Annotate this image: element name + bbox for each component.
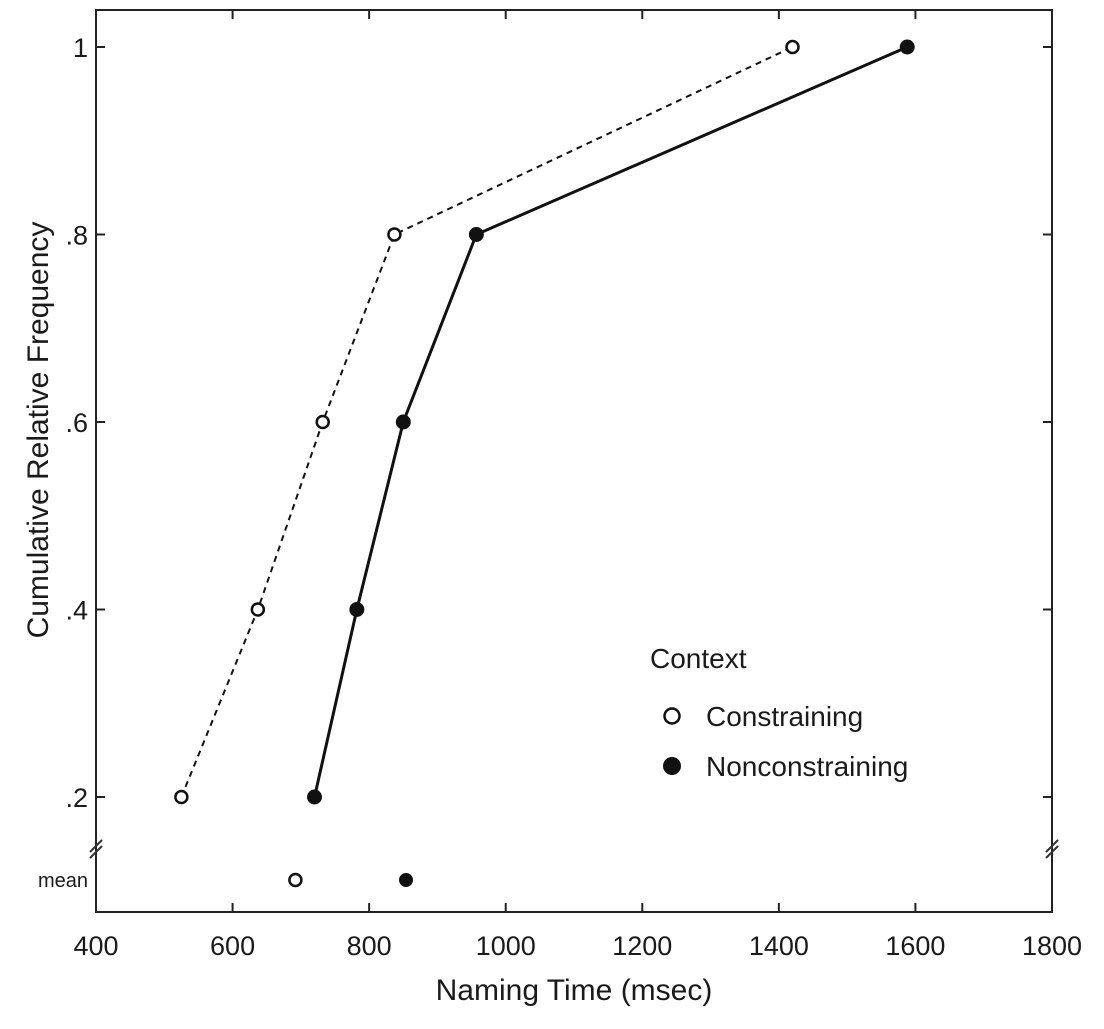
y-tick-label: 1	[73, 33, 88, 63]
mean-point-constraining	[288, 872, 303, 888]
x-tick-label: 1200	[612, 931, 672, 961]
data-point-constraining	[387, 227, 402, 242]
y-tick-label: .2	[65, 783, 88, 813]
axis-break-mark	[89, 839, 103, 853]
data-point-constraining	[250, 602, 266, 617]
data-point-nonconstraining	[468, 227, 484, 242]
data-point-nonconstraining	[349, 602, 365, 617]
axis-ticks: 400 600 800 1000 1200 1400 1600 1800 .2 .4 .6 .8 1	[65, 10, 1082, 961]
axis-break-mark	[1045, 845, 1059, 859]
series-line-constraining	[180, 46, 793, 798]
legend-label-constraining: Constraining	[706, 701, 863, 732]
legend-marker-constraining	[663, 707, 681, 725]
legend-title: Context	[650, 643, 747, 674]
legend-label-nonconstraining: Nonconstraining	[706, 751, 908, 782]
x-tick-label: 1800	[1022, 931, 1082, 961]
mean-point-nonconstraining	[399, 873, 414, 887]
axis-breaks	[89, 839, 1059, 859]
plot-frame	[95, 9, 1053, 913]
legend: Context Constraining Nonconstraining	[650, 643, 908, 782]
data-point-nonconstraining	[395, 414, 411, 430]
y-tick-label: .8	[65, 221, 88, 251]
series-markers	[174, 39, 915, 805]
data-point-constraining	[315, 414, 330, 430]
mean-markers	[288, 872, 414, 888]
data-point-constraining	[174, 789, 189, 805]
axis-break-mark	[1045, 839, 1059, 853]
x-axis-title: Naming Time (msec)	[436, 974, 713, 1007]
data-point-nonconstraining	[307, 789, 323, 805]
y-tick-label: .4	[65, 596, 88, 626]
data-point-nonconstraining	[899, 39, 915, 55]
x-tick-label: 1600	[885, 931, 945, 961]
data-point-constraining	[785, 39, 800, 55]
y-axis-title: Cumulative Relative Frequency	[22, 222, 55, 639]
mean-label: mean	[38, 870, 88, 892]
series-lines	[180, 45, 908, 798]
y-tick-label: .6	[65, 408, 88, 438]
x-tick-label: 600	[210, 931, 255, 961]
x-tick-label: 400	[73, 931, 118, 961]
legend-marker-nonconstraining	[663, 757, 681, 775]
x-tick-label: 800	[347, 931, 392, 961]
axis-break-mark	[89, 845, 103, 859]
x-tick-label: 1000	[476, 931, 536, 961]
plot-border	[95, 9, 1053, 913]
x-tick-label: 1400	[749, 931, 809, 961]
